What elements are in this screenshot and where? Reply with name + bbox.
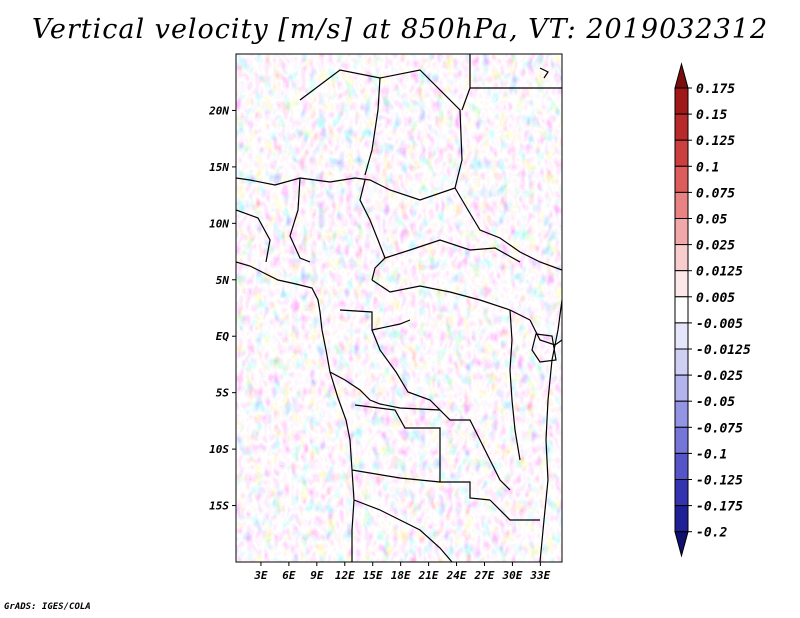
lat-tick-label: 15S — [209, 500, 229, 513]
colorbar-swatch — [674, 322, 689, 350]
colorbar-label: 0.125 — [696, 134, 735, 149]
colorbar-label: 0.025 — [696, 239, 735, 254]
colorbar-top-arrow — [674, 62, 689, 89]
lat-tick-label: 20N — [208, 104, 229, 117]
lat-tick-label: 10S — [209, 443, 229, 456]
colorbar-label: -0.125 — [696, 474, 743, 489]
lon-tick-label: 18E — [391, 569, 411, 582]
colorbar-swatch — [674, 218, 689, 246]
colorbar-bottom-arrow — [674, 531, 689, 558]
colorbar-swatch — [674, 165, 689, 193]
colorbar: 0.175 0.15 0.125 0.1 0.075 0.05 0.025 0.0125 0.0… — [674, 62, 751, 558]
lon-tick-label: 9E — [310, 569, 324, 582]
colorbar-label: -0.05 — [696, 395, 735, 410]
lon-tick-label: 15E — [363, 569, 383, 582]
colorbar-label: 0.05 — [696, 213, 727, 228]
colorbar-label: -0.1 — [696, 447, 727, 462]
colorbar-swatch — [674, 400, 689, 428]
colorbar-label: -0.025 — [696, 369, 743, 384]
map-frame — [235, 53, 563, 563]
colorbar-swatch — [674, 244, 689, 272]
colorbar-label: 0.075 — [696, 186, 735, 201]
colorbar-label: -0.175 — [696, 500, 743, 515]
map-panel — [235, 53, 563, 563]
colorbar-label: 0.005 — [696, 291, 735, 306]
colorbar-swatch — [674, 374, 689, 402]
colorbar-swatch — [674, 426, 689, 454]
lon-tick-label: 12E — [335, 569, 355, 582]
colorbar-label: -0.0125 — [696, 343, 751, 358]
grads-credit: GrADS: IGES/COLA — [4, 602, 91, 612]
lon-tick-label: 27E — [474, 569, 495, 582]
coastline-east — [539, 299, 562, 562]
lat-tick-label: 10N — [209, 217, 229, 230]
colorbar-swatch — [674, 270, 689, 298]
colorbar-swatch — [674, 139, 689, 167]
latitude-axis: 20N 15N 10N 5N EQ 5S 10S 15S — [208, 104, 236, 513]
colorbar-label: 0.1 — [696, 160, 719, 175]
coastline — [236, 261, 355, 562]
colorbar-swatch — [674, 296, 689, 324]
vertical-velocity-field — [236, 54, 562, 562]
lon-tick-label: 24E — [446, 569, 467, 582]
lon-tick-label: 3E — [253, 569, 268, 582]
lon-tick-label: 6E — [282, 569, 296, 582]
lat-tick-label: 5S — [216, 387, 230, 400]
colorbar-label: 0.0125 — [696, 265, 743, 280]
lon-tick-label: 33E — [529, 569, 550, 582]
chart-title: Vertical velocity [m/s] at 850hPa, VT: 2… — [31, 14, 769, 45]
longitude-axis: 3E 6E 9E 12E 15E 18E 21E 24E 27E 30E 33E — [253, 562, 551, 582]
colorbar-label: 0.15 — [696, 108, 727, 123]
colorbar-swatch — [674, 479, 689, 507]
country-borders — [236, 54, 562, 562]
colorbar-label: -0.2 — [696, 526, 727, 541]
colorbar-label: -0.005 — [696, 317, 743, 332]
lat-tick-label: EQ — [216, 330, 230, 343]
colorbar-swatch — [674, 348, 689, 376]
colorbar-label: 0.175 — [696, 82, 735, 97]
colorbar-swatch — [674, 87, 689, 115]
lon-tick-label: 30E — [501, 569, 522, 582]
lon-tick-label: 21E — [418, 569, 439, 582]
colorbar-label: -0.075 — [696, 421, 743, 436]
lat-tick-label: 5N — [216, 274, 230, 287]
colorbar-swatch — [674, 113, 689, 141]
colorbar-swatch — [674, 452, 689, 480]
colorbar-swatch — [674, 505, 689, 533]
lat-tick-label: 15N — [209, 161, 229, 174]
colorbar-swatch — [674, 191, 689, 219]
